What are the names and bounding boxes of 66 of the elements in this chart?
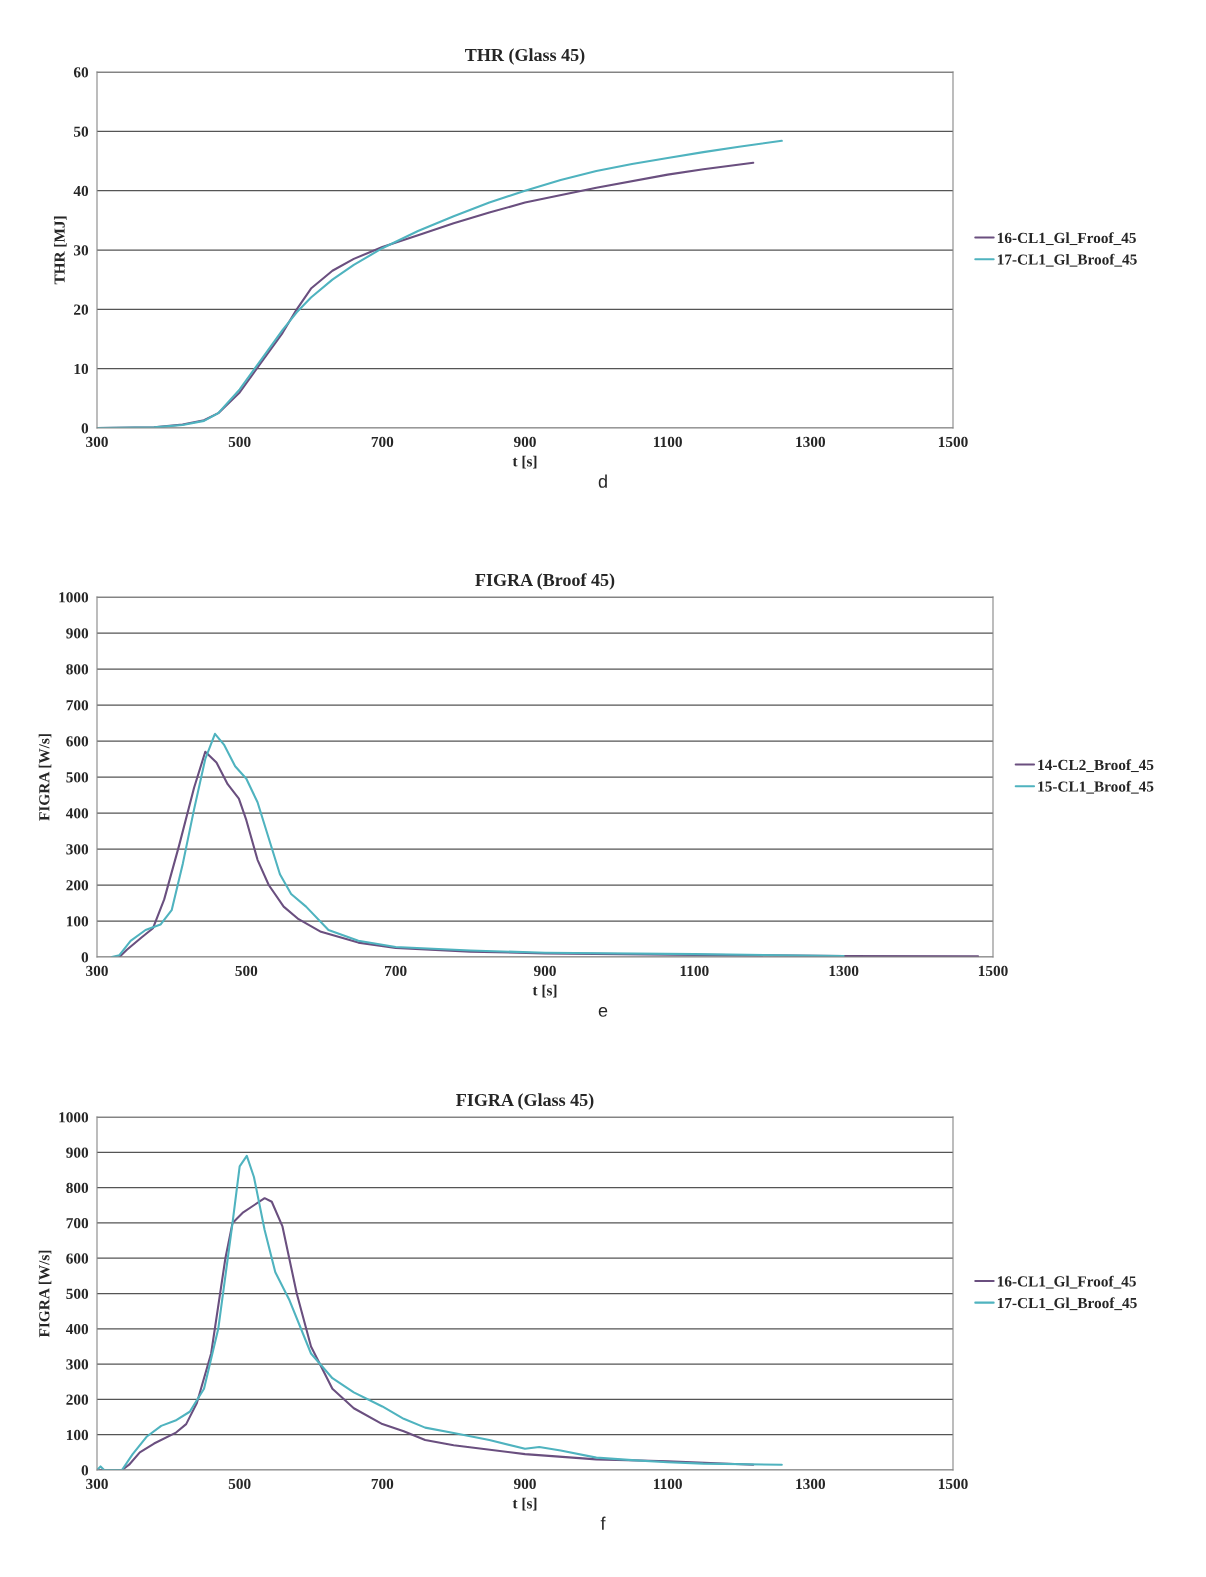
y-tick-label: 50 [74, 126, 89, 137]
chart-title: THR (Glass 45) [465, 48, 585, 65]
x-tick-label: 700 [371, 1478, 394, 1490]
y-tick-label: 300 [66, 844, 89, 855]
x-tick-label: 900 [513, 436, 536, 448]
x-tick-label: 500 [235, 965, 258, 977]
y-tick-label: 60 [73, 67, 89, 78]
y-tick-label: 200 [66, 880, 89, 891]
y-tick-label: 200 [66, 1394, 89, 1405]
y-tick-label: 600 [66, 736, 89, 747]
y-tick-label: 800 [66, 664, 89, 675]
y-tick-label: 1000 [59, 592, 89, 603]
y-tick-label: 800 [66, 1182, 89, 1194]
x-axis-title: t [s] [512, 455, 537, 469]
y-tick-label: 0 [81, 423, 89, 434]
x-tick-label: 1300 [829, 965, 859, 977]
x-tick-label: 1100 [680, 965, 709, 977]
y-tick-label: 600 [66, 1253, 89, 1264]
y-tick-label: 300 [66, 1359, 89, 1370]
y-tick-label: 40 [73, 185, 89, 197]
y-tick-label: 0 [81, 1465, 89, 1476]
x-tick-label: 1500 [938, 1478, 968, 1490]
x-tick-label: 1100 [654, 436, 682, 448]
y-axis-title: FIGRA [W/s] [38, 1250, 52, 1338]
y-tick-label: 30 [73, 245, 89, 256]
x-tick-label: 1500 [978, 965, 1008, 977]
x-tick-label: 900 [533, 965, 556, 977]
y-tick-label: 700 [66, 700, 89, 711]
text: d [598, 474, 607, 488]
x-tick-label: 700 [371, 436, 394, 448]
y-tick-label: 500 [66, 1288, 89, 1299]
y-tick-label: 0 [81, 952, 89, 963]
y-tick-label: 1000 [59, 1112, 89, 1123]
line-series [97, 1154, 783, 1470]
y-tick-label: 500 [66, 772, 89, 783]
y-axis-title: THR [MJ] [53, 216, 67, 285]
x-tick-label: 700 [385, 965, 407, 977]
y-tick-label: 400 [65, 1323, 89, 1335]
y-tick-label: 10 [74, 363, 89, 375]
y-tick-label: 100 [66, 916, 89, 927]
text: f [600, 1516, 606, 1530]
x-axis-title: t [s] [512, 1497, 537, 1511]
y-tick-label: 100 [66, 1429, 89, 1441]
x-axis-title: t [s] [532, 984, 557, 998]
legend-label: 16-CL1_Gl_Froof_45 [997, 1275, 1136, 1289]
x-tick-label: 900 [513, 1478, 536, 1490]
y-tick-label: 900 [66, 628, 89, 639]
y-axis-title: FIGRA [W/s] [38, 734, 52, 821]
x-tick-label: 1500 [938, 436, 968, 448]
x-tick-label: 500 [228, 1478, 251, 1490]
chart-title: FIGRA (Broof 45) [475, 573, 615, 590]
x-tick-label: 500 [228, 436, 251, 448]
chart-title: FIGRA (Glass 45) [456, 1093, 594, 1110]
legend-label: 17-CL1_Gl_Broof_45 [997, 253, 1137, 267]
y-tick-label: 400 [65, 808, 89, 819]
y-tick-label: 20 [74, 304, 89, 315]
legend-label: 17-CL1_Gl_Broof_45 [997, 1297, 1137, 1311]
x-tick-label: 1300 [796, 1478, 826, 1490]
x-tick-label: 1100 [654, 1478, 682, 1490]
legend-label: 14-CL2_Broof_45 [1038, 759, 1154, 773]
text: e [598, 1006, 608, 1017]
y-tick-label: 700 [66, 1218, 89, 1229]
y-tick-label: 900 [66, 1147, 89, 1158]
legend-label: 15-CL1_Broof_45 [1038, 780, 1154, 794]
legend-label: 16-CL1_Gl_Froof_45 [997, 232, 1136, 246]
x-tick-label: 1300 [796, 436, 826, 448]
